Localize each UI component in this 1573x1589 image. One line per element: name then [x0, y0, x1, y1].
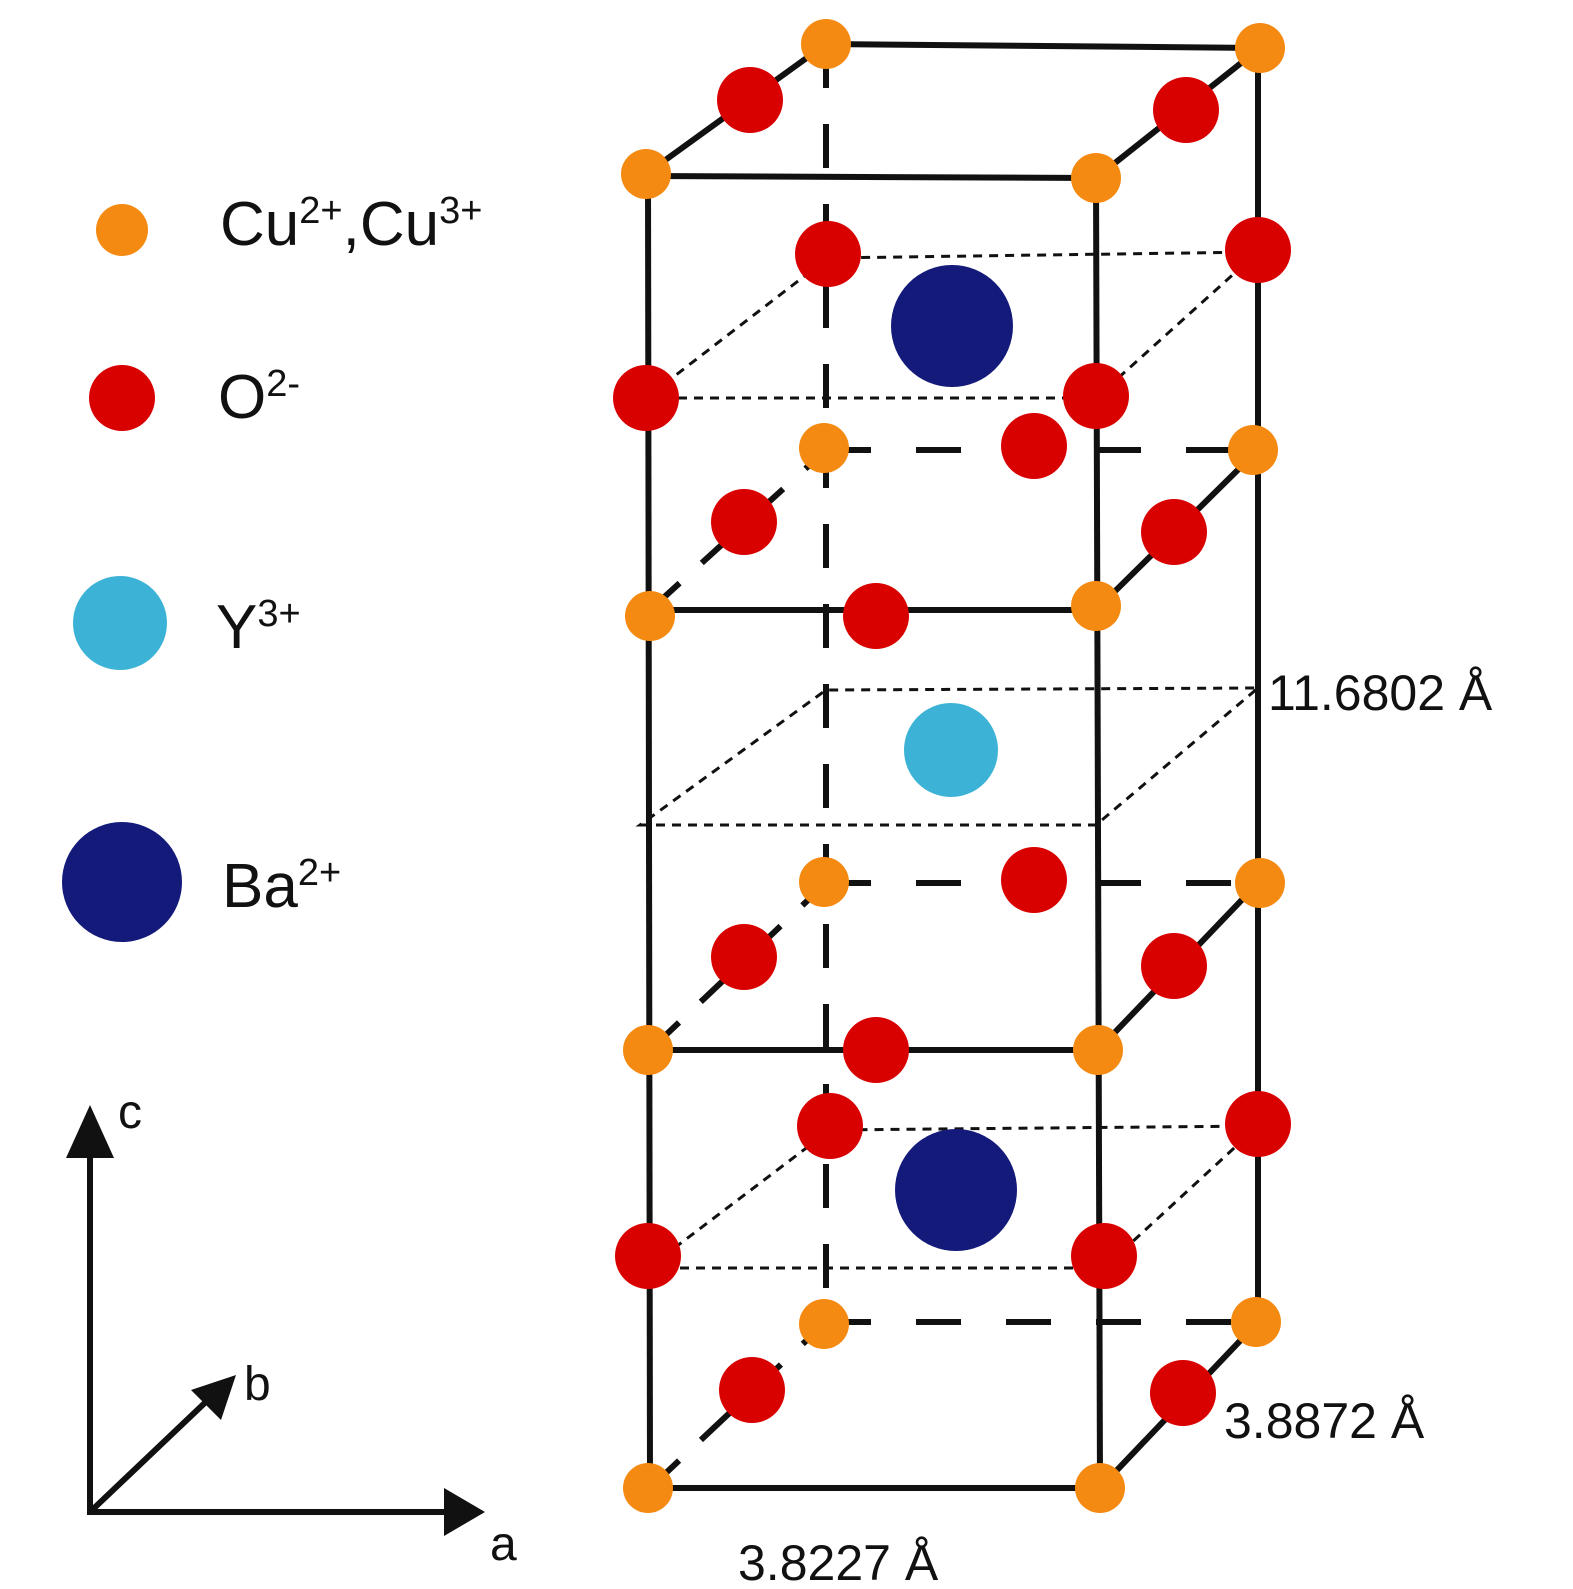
top-back-edge: [825, 41, 1261, 51]
yttrium-atom: [904, 703, 998, 797]
oxygen-atom: [1150, 1360, 1216, 1426]
c-lattice-parameter-label: 11.6802 Å: [1268, 665, 1493, 721]
a-axis-label: a: [490, 1518, 517, 1571]
legend-yttrium-label: Y3+: [216, 593, 301, 662]
oxygen-atom: [843, 1017, 909, 1083]
legend-copper-label: Cu2+,Cu3+: [220, 190, 482, 259]
legend-oxygen-marker: [89, 365, 155, 431]
oxygen-atom: [1001, 847, 1067, 913]
oxygen-atom: [1225, 217, 1291, 283]
copper-atom: [1228, 425, 1278, 475]
yttrium-plane: [635, 686, 1263, 827]
b-axis-arrowhead: [191, 1375, 236, 1420]
b-axis-label: b: [244, 1358, 271, 1411]
copper-atom: [623, 1025, 673, 1075]
copper-atom: [1235, 858, 1285, 908]
b-axis-arrow: [87, 1395, 213, 1515]
oxygen-atom: [711, 489, 777, 555]
legend-copper-marker: [96, 204, 148, 256]
axis-triad: [66, 1105, 485, 1536]
a-axis-arrowhead: [444, 1488, 485, 1536]
oxygen-atom: [711, 924, 777, 990]
copper-atom: [621, 149, 671, 199]
legend-oxygen-label: O2-: [218, 363, 300, 432]
oxygen-atom: [797, 1093, 863, 1159]
copper-atom: [1073, 1025, 1123, 1075]
legend-yttrium-marker: [73, 576, 167, 670]
copper-atom: [1071, 581, 1121, 631]
oxygen-atom: [1141, 933, 1207, 999]
legend-barium-label: Ba2+: [222, 852, 341, 921]
barium-atoms: [891, 265, 1017, 1251]
top-front-edge: [645, 173, 1097, 181]
copper-atom: [1071, 153, 1121, 203]
oxygen-atom: [1225, 1091, 1291, 1157]
b-lattice-parameter-label: 3.8872 Å: [1224, 1393, 1425, 1449]
oxygen-atom: [717, 67, 783, 133]
copper-atom: [799, 1299, 849, 1349]
yttrium-atoms: [904, 703, 998, 797]
copper-atom: [1231, 1297, 1281, 1347]
barium-atom: [891, 265, 1013, 387]
oxygen-atom: [613, 365, 679, 431]
copper-atom: [1075, 1463, 1125, 1513]
copper-atom: [799, 423, 849, 473]
left-depth-edge-upper: [647, 447, 829, 613]
copper-atom: [799, 857, 849, 907]
copper-atom: [625, 591, 675, 641]
oxygen-atom: [719, 1357, 785, 1423]
oxygen-atom: [1001, 413, 1067, 479]
copper-atoms: [621, 19, 1285, 1513]
a-lattice-parameter-label: 3.8227 Å: [738, 1535, 939, 1589]
oxygen-atom: [843, 583, 909, 649]
oxygen-atom: [1141, 499, 1207, 565]
dashed-planes: [635, 250, 1263, 1270]
barium-atom: [895, 1129, 1017, 1251]
lower-ba-plane: [643, 1124, 1262, 1270]
c-axis-label: c: [118, 1086, 142, 1139]
oxygen-atom: [1153, 77, 1219, 143]
oxygen-atom: [1071, 1223, 1137, 1289]
copper-atom: [623, 1463, 673, 1513]
oxygen-atom: [1063, 363, 1129, 429]
copper-atom: [1235, 23, 1285, 73]
upper-ba-plane: [641, 250, 1262, 400]
oxygen-atom: [795, 221, 861, 287]
copper-atom: [801, 19, 851, 69]
oxygen-atoms: [613, 67, 1291, 1426]
c-axis-arrowhead: [66, 1105, 114, 1158]
oxygen-atom: [615, 1223, 681, 1289]
legend: Cu2+,Cu3+ O2- Y3+ Ba2+: [62, 190, 482, 942]
legend-barium-marker: [62, 822, 182, 942]
